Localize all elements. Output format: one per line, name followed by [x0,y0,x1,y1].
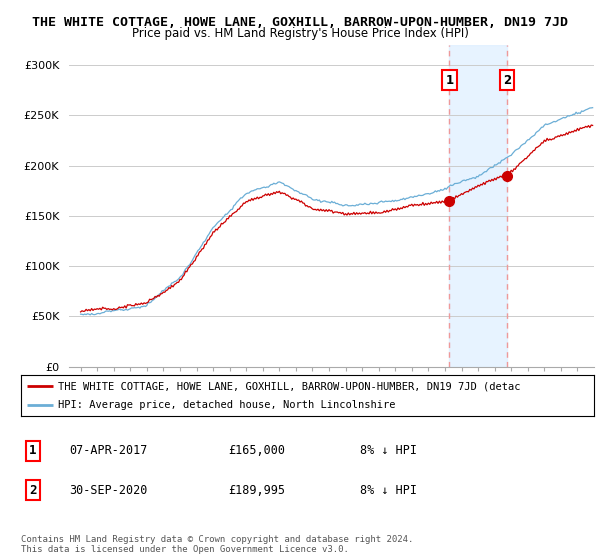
Text: THE WHITE COTTAGE, HOWE LANE, GOXHILL, BARROW-UPON-HUMBER, DN19 7JD (detac: THE WHITE COTTAGE, HOWE LANE, GOXHILL, B… [58,381,521,391]
Text: HPI: Average price, detached house, North Lincolnshire: HPI: Average price, detached house, Nort… [58,400,396,409]
Text: 07-APR-2017: 07-APR-2017 [69,444,148,458]
Text: 1: 1 [29,444,37,458]
Text: 2: 2 [503,73,511,86]
Bar [449,45,507,367]
Text: 8% ↓ HPI: 8% ↓ HPI [360,444,417,458]
Text: £189,995: £189,995 [228,483,285,497]
Text: Price paid vs. HM Land Registry's House Price Index (HPI): Price paid vs. HM Land Registry's House … [131,27,469,40]
Text: Contains HM Land Registry data © Crown copyright and database right 2024.
This d: Contains HM Land Registry data © Crown c… [21,535,413,554]
Text: 1: 1 [445,73,454,86]
Text: 30-SEP-2020: 30-SEP-2020 [69,483,148,497]
Text: 8% ↓ HPI: 8% ↓ HPI [360,483,417,497]
Text: THE WHITE COTTAGE, HOWE LANE, GOXHILL, BARROW-UPON-HUMBER, DN19 7JD: THE WHITE COTTAGE, HOWE LANE, GOXHILL, B… [32,16,568,29]
Text: £165,000: £165,000 [228,444,285,458]
Text: 2: 2 [29,483,37,497]
